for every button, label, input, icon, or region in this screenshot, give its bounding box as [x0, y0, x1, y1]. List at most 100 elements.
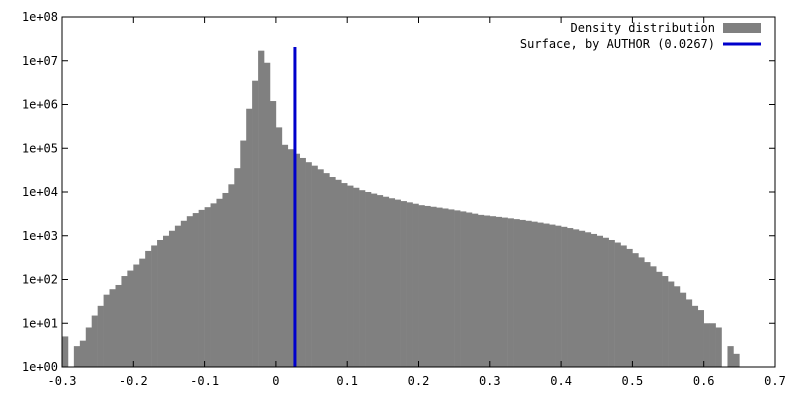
histogram-bar — [602, 237, 609, 367]
histogram-bar — [162, 235, 170, 367]
histogram-bar — [151, 245, 158, 367]
histogram-bar — [412, 203, 419, 367]
histogram-bar — [222, 192, 229, 367]
histogram-bar — [638, 257, 645, 367]
x-tick-label: 0.6 — [693, 374, 715, 388]
histogram-bar — [620, 245, 627, 367]
histogram-bar — [703, 323, 710, 367]
histogram-bar — [513, 219, 520, 367]
histogram-bar — [394, 199, 401, 367]
histogram-bar — [204, 207, 211, 367]
histogram-bar — [424, 205, 431, 367]
histogram-bar — [531, 221, 538, 367]
histogram-bar — [650, 266, 657, 367]
y-tick-label: 1e+08 — [22, 10, 58, 24]
histogram-bar — [507, 218, 514, 367]
legend-label-surface: Surface, by AUTHOR (0.0267) — [520, 37, 715, 51]
histogram-bar — [370, 193, 378, 367]
histogram-bar — [697, 310, 704, 367]
histogram-bar — [436, 207, 443, 367]
y-tick-label: 1e+06 — [22, 98, 58, 112]
histogram-bar — [186, 216, 194, 367]
histogram-bar — [691, 305, 699, 367]
histogram-bar — [347, 185, 354, 367]
histogram-bar — [353, 187, 360, 367]
histogram-bar — [240, 140, 247, 367]
histogram-bar — [359, 190, 366, 367]
histogram-bar — [376, 195, 384, 367]
histogram-bar — [234, 168, 241, 367]
histogram-bar — [608, 239, 615, 367]
histogram-bar — [466, 212, 473, 367]
histogram-bar — [543, 223, 550, 367]
histogram-bar — [258, 50, 265, 368]
legend-swatch-density — [723, 23, 761, 33]
histogram-bar — [121, 276, 128, 367]
histogram-bar — [299, 157, 306, 367]
x-tick-label: 0.7 — [764, 374, 786, 388]
y-tick-label: 1e+00 — [22, 360, 58, 374]
y-tick-label: 1e+04 — [22, 185, 58, 199]
histogram-bar — [733, 353, 740, 367]
histogram-bar — [673, 286, 681, 367]
histogram-bar — [109, 289, 116, 367]
y-axis: 1e+00 1e+01 1e+02 1e+03 1e+04 1e+05 1e+06 1e+07… — [22, 10, 775, 374]
histogram-bar — [685, 299, 693, 367]
histogram-bar — [329, 177, 336, 367]
histogram-bar — [73, 346, 81, 367]
x-tick-label: 0 — [272, 374, 279, 388]
histogram-bar — [133, 264, 140, 367]
histogram-bar — [382, 196, 390, 367]
histogram-bar — [525, 220, 532, 367]
histogram-bar — [293, 153, 300, 367]
histogram-bar — [519, 219, 526, 367]
histogram-bar — [632, 253, 639, 367]
histogram-bar — [365, 192, 372, 367]
y-tick-label: 1e+03 — [22, 229, 58, 243]
histogram-bar — [252, 80, 259, 367]
x-tick-label: -0.1 — [190, 374, 219, 388]
histogram-bar — [139, 258, 146, 367]
histogram-bar — [103, 294, 110, 367]
histogram-bar — [430, 206, 437, 367]
y-tick-label: 1e+05 — [22, 141, 58, 155]
x-tick-label: 0.4 — [550, 374, 572, 388]
histogram-bar — [572, 229, 580, 367]
histogram-bar — [590, 233, 598, 367]
histogram-bar — [709, 323, 716, 367]
histogram-bar — [127, 270, 134, 367]
histogram-bar — [626, 248, 633, 367]
histogram-bar — [305, 162, 312, 367]
histogram-bar — [406, 202, 413, 367]
histogram-bar — [168, 230, 176, 367]
histogram-bar — [400, 201, 407, 367]
histogram-bar — [246, 108, 253, 368]
histogram-bar — [180, 220, 188, 367]
histogram-bar — [62, 336, 69, 367]
histogram-bar — [715, 327, 722, 367]
histogram-bar — [578, 230, 586, 367]
x-tick-label: 0.5 — [622, 374, 644, 388]
histogram-bar — [596, 235, 604, 367]
histogram-bar — [275, 127, 283, 367]
x-tick-label: -0.3 — [48, 374, 77, 388]
histogram-bar — [477, 214, 485, 367]
histogram-bar — [460, 211, 467, 367]
x-axis: -0.3 -0.2 -0.1 0 0.1 0.2 0.3 0.4 0.5 0.6 0.7 — [48, 17, 786, 388]
histogram-bar — [228, 184, 235, 367]
histogram-bar — [472, 213, 479, 367]
histogram-bar — [418, 205, 425, 367]
histogram-bar — [79, 340, 87, 367]
histogram-bar — [679, 292, 687, 367]
histogram-bar — [192, 213, 199, 367]
x-tick-label: 0.1 — [336, 374, 358, 388]
histogram-bar — [448, 209, 455, 367]
histogram-bar — [489, 216, 497, 367]
histogram-bar — [388, 198, 396, 367]
histogram-bar — [495, 216, 502, 367]
legend: Density distribution Surface, by AUTHOR … — [520, 21, 761, 51]
histogram-bar — [281, 144, 289, 367]
histogram-bar — [454, 210, 461, 367]
histogram-bar — [323, 173, 330, 367]
y-tick-label: 1e+01 — [22, 316, 58, 330]
